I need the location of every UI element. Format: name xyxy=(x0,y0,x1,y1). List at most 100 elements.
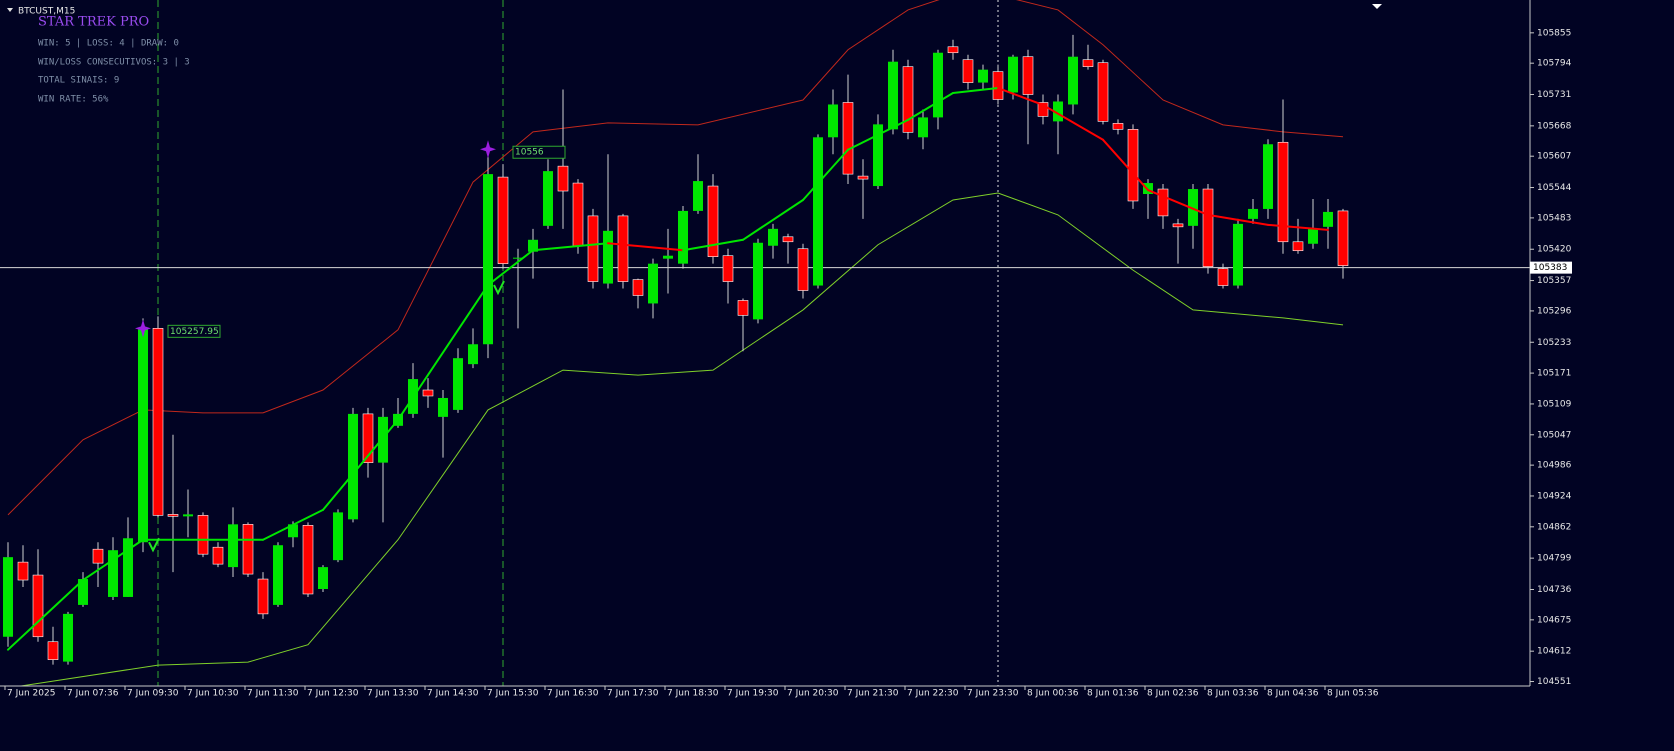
x-tick-label: 7 Jun 23:30 xyxy=(967,689,1019,699)
candle-body xyxy=(242,524,254,575)
candle-body xyxy=(663,255,673,259)
candle-body xyxy=(1068,56,1078,105)
signal-check xyxy=(148,537,160,553)
menu-arrow[interactable] xyxy=(7,8,13,12)
candle-body xyxy=(257,578,269,615)
y-tick-label: 104986 xyxy=(1537,461,1572,471)
candle-body xyxy=(1053,101,1063,122)
candle-body xyxy=(648,263,658,304)
candle-body xyxy=(302,525,314,595)
candle-body xyxy=(288,524,298,538)
x-tick-label: 8 Jun 00:36 xyxy=(1027,689,1079,699)
y-tick-label: 105668 xyxy=(1537,121,1572,131)
candle-body xyxy=(1112,123,1124,130)
middle-line xyxy=(1267,223,1329,231)
signal-star xyxy=(135,319,151,338)
x-tick-label: 7 Jun 18:30 xyxy=(667,689,719,699)
y-tick-label: 105109 xyxy=(1537,399,1572,409)
middle-line xyxy=(397,284,489,421)
y-tick-label: 104924 xyxy=(1537,491,1572,501)
candle-body xyxy=(587,215,599,282)
y-tick-label: 105794 xyxy=(1537,59,1572,69)
x-tick-label: 7 Jun 14:30 xyxy=(427,689,479,699)
y-tick-label: 104675 xyxy=(1537,615,1571,625)
y-tick-label: 104799 xyxy=(1537,554,1572,564)
candle-body xyxy=(1337,210,1349,266)
candle-body xyxy=(1022,56,1034,95)
signal-label-box xyxy=(167,324,221,338)
candle-body xyxy=(378,416,388,463)
candle-body xyxy=(1202,188,1214,267)
x-tick-label: 8 Jun 03:36 xyxy=(1207,689,1259,699)
candle-body xyxy=(228,524,238,568)
candle-body xyxy=(933,52,943,118)
candle-body xyxy=(782,236,794,243)
signal-label-box xyxy=(512,145,566,159)
y-tick-label: 105296 xyxy=(1537,306,1572,316)
candle-body xyxy=(1188,189,1198,226)
y-tick-label: 104612 xyxy=(1537,647,1571,657)
x-tick-label: 7 Jun 22:30 xyxy=(907,689,959,699)
candle-body xyxy=(1277,141,1289,243)
candle-body xyxy=(528,239,538,252)
middle-line xyxy=(907,92,954,121)
middle-line xyxy=(7,579,84,651)
candle-body xyxy=(557,165,569,192)
middle-line xyxy=(1102,138,1149,192)
candle-body xyxy=(1127,129,1139,202)
x-tick-label: 7 Jun 2025 xyxy=(7,689,55,699)
x-tick-label: 7 Jun 12:30 xyxy=(307,689,359,699)
candle-body xyxy=(513,257,523,259)
symbol-label: BTCUST,M15 xyxy=(18,7,75,17)
y-tick-label: 104736 xyxy=(1537,585,1572,595)
candle-body xyxy=(3,557,13,637)
shift-marker xyxy=(1372,4,1382,9)
y-tick-label: 105483 xyxy=(1537,213,1571,223)
y-tick-label: 105731 xyxy=(1537,90,1571,100)
candle-body xyxy=(632,279,644,296)
candle-body xyxy=(918,117,928,138)
candle-body xyxy=(857,175,869,180)
candle-body xyxy=(348,413,358,520)
candle-body xyxy=(273,545,283,605)
y-tick-label: 105171 xyxy=(1537,369,1571,379)
panel-line: TOTAL SINAIS: 9 xyxy=(38,76,119,86)
x-tick-label: 7 Jun 09:30 xyxy=(127,689,179,699)
candle-body xyxy=(543,171,553,226)
candle-body xyxy=(753,242,763,320)
candle-body xyxy=(438,397,448,417)
candle-body xyxy=(123,538,133,597)
candle-body xyxy=(1097,62,1109,122)
candle-body xyxy=(902,66,914,133)
middle-line xyxy=(1147,189,1209,216)
y-tick-label: 105420 xyxy=(1537,245,1572,255)
candle-body xyxy=(362,413,374,463)
candle-body xyxy=(1008,56,1018,93)
y-tick-label: 105357 xyxy=(1537,276,1571,286)
candle-body xyxy=(722,255,734,282)
x-tick-label: 7 Jun 16:30 xyxy=(547,689,599,699)
middle-line xyxy=(742,198,804,241)
candle-body xyxy=(678,210,688,264)
candle-body xyxy=(32,574,44,638)
candle-body xyxy=(888,61,898,130)
candle-body xyxy=(318,567,328,589)
candle-body xyxy=(63,613,73,662)
candle-body xyxy=(1308,228,1318,244)
middle-line xyxy=(802,148,849,201)
candle-body xyxy=(962,59,974,83)
band-line xyxy=(17,192,1344,686)
middle-line xyxy=(262,508,324,541)
candle-body xyxy=(797,248,809,291)
candle-body xyxy=(603,230,613,284)
candle-body xyxy=(873,124,883,187)
middle-line xyxy=(532,242,609,252)
y-tick-label: 105544 xyxy=(1537,183,1572,193)
candle-body xyxy=(768,228,778,246)
candle-body xyxy=(992,71,1004,100)
candle-body xyxy=(1172,223,1184,228)
x-tick-label: 8 Jun 02:36 xyxy=(1147,689,1199,699)
candle-body xyxy=(197,515,209,555)
candle-body xyxy=(167,514,179,517)
candle-body xyxy=(92,548,104,564)
